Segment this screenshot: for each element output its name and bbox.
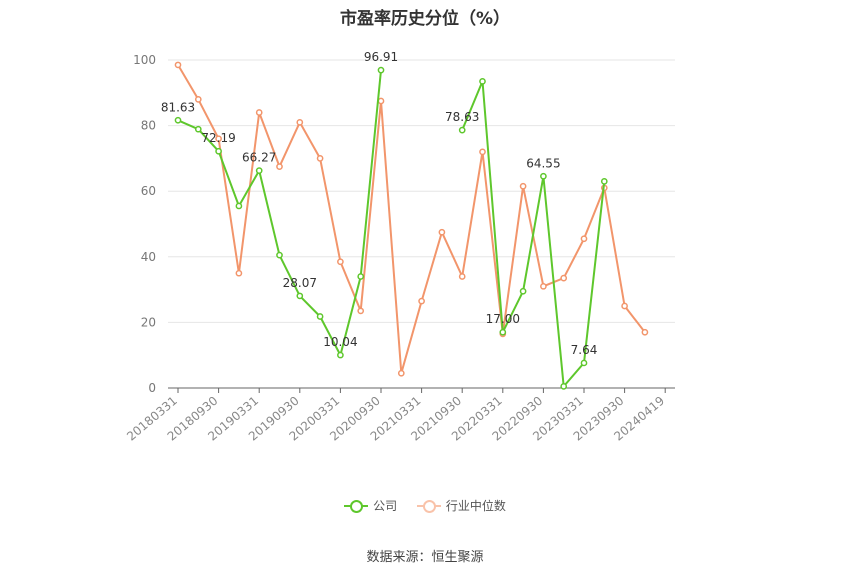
point-company xyxy=(519,287,527,295)
data-label: 17.00 xyxy=(486,312,520,326)
point-industry-median xyxy=(418,297,425,305)
point-company xyxy=(540,172,547,180)
point-company xyxy=(296,292,304,300)
point-industry-median xyxy=(357,307,365,315)
point-company xyxy=(377,66,385,74)
point-company xyxy=(194,125,202,133)
data-label: 72.19 xyxy=(201,131,235,145)
data-labels: 81.63 72.19 66.27 28.07 10.04 96.91 78.63 17.00… xyxy=(161,50,598,357)
legend-label-industry-median: 行业中位数 xyxy=(445,499,506,513)
data-label: 28.07 xyxy=(283,276,317,290)
legend: 公司 行业中位数 xyxy=(0,497,850,516)
point-company xyxy=(560,383,568,390)
point-industry-median xyxy=(296,118,304,126)
point-industry-median xyxy=(194,96,202,103)
point-industry-median xyxy=(519,182,527,190)
series-line-company xyxy=(177,70,382,357)
data-label: 10.04 xyxy=(323,335,357,349)
legend-swatch-industry-median xyxy=(416,499,441,513)
point-company xyxy=(499,328,507,336)
point-company xyxy=(235,202,243,210)
point-industry-median xyxy=(235,269,243,277)
point-company xyxy=(600,178,608,185)
point-industry-median xyxy=(276,163,283,170)
data-label: 96.91 xyxy=(364,50,398,64)
data-label: 7.64 xyxy=(571,343,598,357)
axes: 0204060801002018033120180930201903312019… xyxy=(124,53,675,444)
point-industry-median xyxy=(337,258,344,266)
point-company xyxy=(337,351,344,359)
point-company xyxy=(215,147,222,155)
point-company xyxy=(479,77,486,85)
point-company xyxy=(316,313,324,320)
data-label: 66.27 xyxy=(242,151,276,165)
point-industry-median xyxy=(479,148,486,156)
point-industry-median xyxy=(255,109,263,116)
data-label: 64.55 xyxy=(526,156,560,170)
point-industry-median xyxy=(377,97,385,105)
point-industry-median xyxy=(458,273,466,280)
point-company xyxy=(174,116,182,124)
y-tick-label: 20 xyxy=(141,315,156,329)
point-company xyxy=(276,251,283,259)
source-text: 数据来源：恒生聚源 xyxy=(366,550,484,565)
legend-item-company[interactable]: 公司 xyxy=(344,497,397,514)
point-industry-median xyxy=(621,302,628,310)
y-tick-label: 40 xyxy=(141,250,156,264)
chart-title: 市盈率历史分位（%） xyxy=(339,9,511,29)
point-industry-median xyxy=(215,135,222,143)
y-tick-label: 100 xyxy=(133,53,156,67)
point-industry-median xyxy=(397,369,405,377)
series-line-industry-median xyxy=(177,64,646,375)
point-industry-median xyxy=(580,235,588,243)
point-industry-median xyxy=(560,274,568,282)
legend-swatch-company xyxy=(344,499,369,513)
point-company xyxy=(458,126,466,134)
data-label: 78.63 xyxy=(445,110,479,124)
grid-lines xyxy=(168,59,675,323)
legend-item-industry-median[interactable]: 行业中位数 xyxy=(416,497,506,514)
point-industry-median xyxy=(316,155,324,162)
point-industry-median xyxy=(174,61,182,69)
y-tick-label: 80 xyxy=(141,119,156,133)
legend-label-company: 公司 xyxy=(373,499,398,513)
point-company xyxy=(255,167,263,174)
data-label: 81.63 xyxy=(161,100,195,114)
point-industry-median xyxy=(438,228,446,236)
point-industry-median xyxy=(641,328,649,336)
y-tick-label: 60 xyxy=(141,184,156,198)
point-industry-median xyxy=(540,282,547,290)
point-company xyxy=(357,273,365,280)
point-company xyxy=(580,359,588,367)
series-lines xyxy=(174,61,649,390)
series-line-company xyxy=(461,80,606,388)
y-tick-label: 0 xyxy=(148,381,156,395)
